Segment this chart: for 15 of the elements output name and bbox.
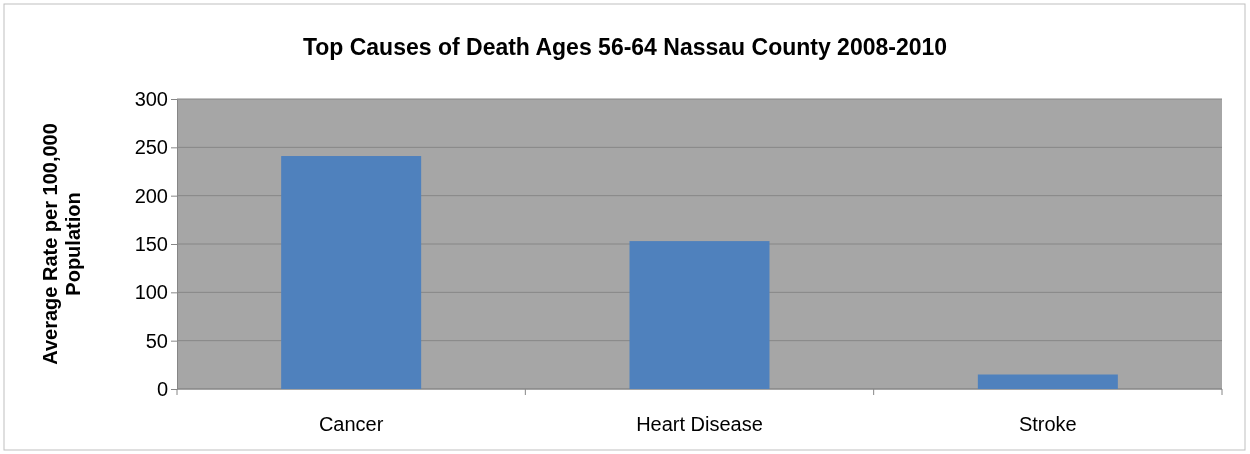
y-tick-label: 250 [134,136,168,159]
y-tick-label: 300 [134,87,168,110]
x-tick-label: Heart Disease [636,413,763,435]
x-tick-label: Stroke [1018,413,1077,435]
y-tick-label: 200 [134,184,168,207]
bar [281,156,422,389]
chart-title: Top Causes of Death Ages 56-64 Nassau County 2008-2010 [302,34,948,60]
y-tick-label: 0 [156,377,168,400]
y-tick-label: 100 [134,281,168,304]
bar [977,374,1118,389]
y-tick-label: 50 [145,329,168,352]
bar [629,241,770,389]
y-axis-title: Average Rate per 100,000 Population [38,123,84,365]
y-tick-label: 150 [134,232,168,255]
x-tick-label: Cancer [318,413,384,435]
